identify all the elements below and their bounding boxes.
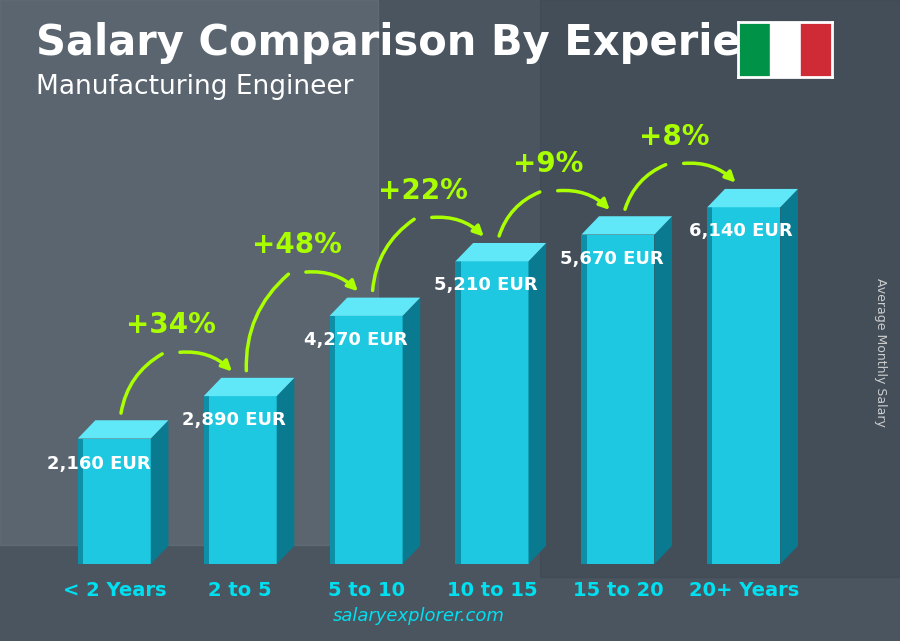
Polygon shape (455, 243, 546, 262)
Polygon shape (707, 189, 798, 207)
Bar (455, 262, 461, 564)
Text: 2,890 EUR: 2,890 EUR (182, 412, 285, 429)
Text: 5,670 EUR: 5,670 EUR (560, 249, 663, 268)
Text: +22%: +22% (378, 177, 468, 204)
Text: 5,210 EUR: 5,210 EUR (434, 276, 537, 294)
Text: Average Monthly Salary: Average Monthly Salary (874, 278, 886, 427)
Text: 6,140 EUR: 6,140 EUR (689, 222, 793, 240)
Polygon shape (528, 243, 546, 564)
Text: Manufacturing Engineer: Manufacturing Engineer (36, 74, 354, 100)
Bar (329, 316, 402, 564)
Text: 2,160 EUR: 2,160 EUR (48, 455, 151, 473)
Text: +48%: +48% (252, 231, 342, 259)
Polygon shape (329, 297, 420, 316)
Bar (801, 22, 832, 77)
Bar (203, 396, 209, 564)
Polygon shape (276, 378, 294, 564)
Polygon shape (581, 216, 672, 235)
Polygon shape (77, 420, 168, 438)
Text: Salary Comparison By Experience: Salary Comparison By Experience (36, 22, 824, 65)
Bar (0, 0, 378, 545)
Polygon shape (151, 420, 168, 564)
Polygon shape (654, 216, 672, 564)
Bar (329, 316, 335, 564)
Bar (707, 207, 713, 564)
Text: +9%: +9% (514, 150, 584, 178)
Text: salaryexplorer.com: salaryexplorer.com (333, 607, 504, 625)
Bar (738, 22, 770, 77)
Polygon shape (780, 189, 798, 564)
Bar (540, 0, 900, 577)
Bar (581, 235, 587, 564)
Polygon shape (203, 378, 294, 396)
Text: +8%: +8% (639, 122, 710, 151)
Bar (770, 22, 801, 77)
Bar (77, 438, 151, 564)
Bar (707, 207, 780, 564)
Bar (581, 235, 654, 564)
Bar (455, 262, 528, 564)
Text: 4,270 EUR: 4,270 EUR (304, 331, 408, 349)
Text: +34%: +34% (126, 312, 216, 340)
Bar (203, 396, 276, 564)
Bar (77, 438, 83, 564)
Polygon shape (402, 297, 420, 564)
